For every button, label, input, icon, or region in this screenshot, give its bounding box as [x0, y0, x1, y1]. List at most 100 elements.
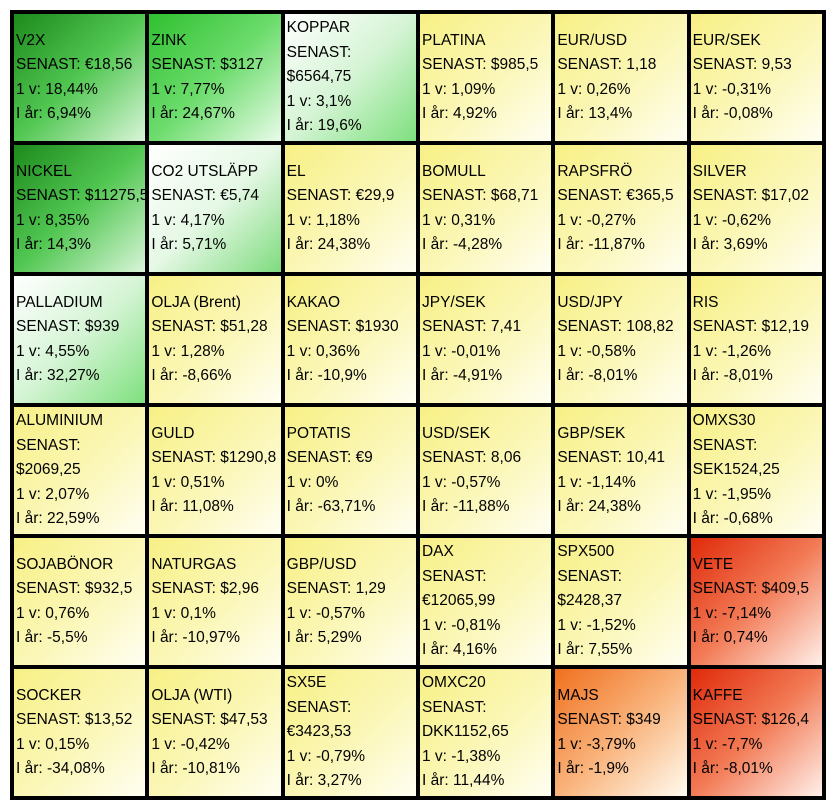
week-change: 1 v: 0,26%	[557, 80, 631, 98]
instrument-tile: PLATINA SENAST: $985,5 1 v: 1,09% I år: 4,9…	[419, 14, 552, 141]
instrument-tile: MAJS SENAST: $349 1 v: -3,79% I år: -1,9%	[555, 669, 687, 796]
last-price-value: €3423,53	[286, 723, 352, 741]
last-price: SENAST: $47,53	[151, 711, 268, 728]
instrument-name: SPX500	[557, 543, 615, 561]
week-change: 1 v: 0,1%	[151, 604, 216, 622]
ytd-change: I år: -11,88%	[421, 498, 510, 515]
instrument-name: SILVER	[692, 162, 747, 180]
week-change: 1 v: 1,28%	[151, 342, 225, 360]
ytd-change: I år: -4,91%	[421, 367, 503, 384]
last-price-value: €12065,99	[421, 592, 496, 610]
last-price: SENAST: 1,18	[557, 56, 657, 73]
week-change: 1 v: 18,44%	[16, 80, 98, 98]
instrument-tile: NICKEL SENAST: $11275,5 1 v: 8,35% I år: 14…	[14, 145, 146, 272]
instrument-tile: CO2 UTSLÄPP SENAST: €5,74 1 v: 4,17% I år: …	[149, 145, 281, 272]
last-price-value: SEK1524,25	[692, 461, 780, 479]
week-change: 1 v: 4,17%	[151, 211, 225, 229]
last-price: SENAST: 10,41	[557, 449, 666, 466]
instrument-name: KAKAO	[286, 293, 341, 311]
ytd-change: I år: -5,5%	[16, 629, 88, 646]
week-change: 1 v: -0,01%	[421, 342, 501, 360]
ytd-change: I år: 19,6%	[286, 117, 362, 135]
week-change: 1 v: -1,52%	[557, 616, 636, 634]
ytd-change: I år: -8,01%	[692, 367, 773, 384]
instrument-tile: NATURGAS SENAST: $2,96 1 v: 0,1% I år: -10,…	[149, 538, 281, 665]
week-change: 1 v: -0,62%	[692, 211, 772, 229]
ytd-change: I år: -1,9%	[557, 760, 629, 777]
ytd-change: I år: 32,27%	[16, 367, 100, 384]
last-price-value: DKK1152,65	[421, 723, 509, 741]
instrument-name: SX5E	[286, 674, 327, 692]
instrument-tile: SOJABÖNOR SENAST: $932,5 1 v: 0,76% I år: -…	[14, 538, 146, 665]
last-price-value: $2428,37	[557, 592, 622, 610]
last-price: SENAST: €18,56	[16, 56, 133, 73]
instrument-tile: V2X SENAST: €18,56 1 v: 18,44% I år: 6,94%	[14, 14, 146, 141]
instrument-name: RIS	[692, 293, 719, 311]
instrument-tile: POTATIS SENAST: €9 1 v: 0% I år: -63,71%	[284, 407, 416, 534]
last-price: SENAST: $939	[16, 318, 120, 335]
last-price: SENAST: 108,82	[557, 318, 674, 335]
instrument-tile: USD/SEK SENAST: 8,06 1 v: -0,57% I år: -11,…	[419, 407, 552, 534]
instrument-name: CO2 UTSLÄPP	[151, 162, 259, 180]
ytd-change: I år: 6,94%	[16, 105, 91, 122]
week-change: 1 v: -0,58%	[557, 342, 636, 360]
week-change: 1 v: -0,57%	[421, 473, 501, 491]
instrument-tile: KAFFE SENAST: $126,4 1 v: -7,7% I år: -8,01…	[690, 669, 822, 796]
instrument-name: VETE	[692, 555, 734, 573]
instrument-name: ZINK	[151, 31, 187, 49]
instrument-tile: SPX500 SENAST: $2428,37 1 v: -1,52% I år: 7,…	[555, 538, 687, 665]
last-price: SENAST:	[286, 43, 352, 61]
week-change: 1 v: -3,79%	[557, 735, 636, 753]
week-change: 1 v: 4,55%	[16, 342, 90, 360]
instrument-tile: SILVER SENAST: $17,02 1 v: -0,62% I år: 3,6…	[690, 145, 822, 272]
ytd-change: I år: 4,92%	[421, 105, 497, 122]
week-change: 1 v: 3,1%	[286, 92, 352, 110]
instrument-name: KOPPAR	[286, 19, 351, 37]
ytd-change: I år: -10,97%	[151, 629, 241, 646]
last-price: SENAST: $11275,5	[16, 187, 146, 204]
ytd-change: I år: -8,66%	[151, 367, 232, 384]
instrument-tile: OMXS30 SENAST: SEK1524,25 1 v: -1,95% I år: …	[690, 407, 822, 534]
instrument-tile: GBP/USD SENAST: 1,29 1 v: -0,57% I år: 5,29…	[284, 538, 416, 665]
week-change: 1 v: -0,42%	[151, 735, 230, 753]
week-change: 1 v: -0,57%	[286, 604, 366, 622]
ytd-change: I år: 0,74%	[692, 629, 768, 646]
instrument-name: PALLADIUM	[16, 293, 103, 311]
last-price: SENAST: $3127	[151, 56, 264, 73]
last-price: SENAST: $349	[557, 711, 661, 728]
instrument-name: BOMULL	[421, 162, 486, 180]
instrument-name: EUR/SEK	[692, 31, 761, 49]
instrument-tile: OLJA (WTI) SENAST: $47,53 1 v: -0,42% I år:…	[149, 669, 281, 796]
ytd-change: I år: 7,55%	[557, 641, 633, 659]
ytd-change: I år: -10,9%	[286, 367, 367, 384]
ytd-change: I år: -11,87%	[557, 236, 645, 253]
instrument-name: USD/SEK	[421, 424, 491, 442]
ytd-change: I år: 11,08%	[151, 498, 234, 515]
ytd-change: I år: 14,3%	[16, 236, 91, 253]
week-change: 1 v: 0,51%	[151, 473, 225, 491]
week-change: 1 v: 2,07%	[16, 485, 90, 503]
week-change: 1 v: 0%	[286, 473, 339, 491]
week-change: 1 v: 7,77%	[151, 80, 225, 98]
last-price: SENAST:	[16, 436, 81, 454]
instrument-tile: SOCKER SENAST: $13,52 1 v: 0,15% I år: -34,…	[14, 669, 146, 796]
instrument-name: SOJABÖNOR	[16, 555, 114, 573]
ytd-change: I år: -8,01%	[692, 760, 773, 777]
instrument-name: GBP/USD	[286, 555, 357, 573]
instrument-tile: EUR/USD SENAST: 1,18 1 v: 0,26% I år: 13,4%	[555, 14, 687, 141]
instrument-name: POTATIS	[286, 424, 351, 442]
last-price: SENAST: 1,29	[286, 580, 386, 597]
instrument-name: KAFFE	[692, 686, 743, 704]
last-price: SENAST: $409,5	[692, 580, 809, 597]
instrument-tile: SX5E SENAST: €3423,53 1 v: -0,79% I år: 3,27…	[284, 669, 416, 796]
instrument-name: EUR/USD	[557, 31, 628, 49]
last-price: SENAST: €365,5	[557, 187, 674, 204]
ytd-change: I år: -4,28%	[421, 236, 503, 253]
last-price: SENAST: $17,02	[692, 187, 809, 204]
instrument-name: EL	[286, 162, 306, 180]
last-price: SENAST: $2,96	[151, 580, 260, 597]
ytd-change: I år: -63,71%	[286, 498, 376, 515]
last-price: SENAST: $985,5	[421, 56, 539, 73]
instrument-tile: ZINK SENAST: $3127 1 v: 7,77% I år: 24,67%	[149, 14, 281, 141]
last-price: SENAST: $51,28	[151, 318, 268, 335]
